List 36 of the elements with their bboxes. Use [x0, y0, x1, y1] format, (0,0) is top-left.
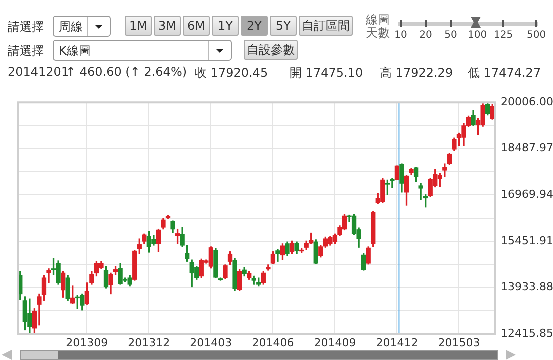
- x-tick-label: 201412: [376, 336, 418, 350]
- text: 125: [494, 30, 514, 41]
- y-tick-label: 18487.97: [501, 142, 553, 155]
- text: 開 17475.10: [290, 65, 364, 82]
- text: 請選擇: [8, 19, 44, 36]
- dropdown: 周線: [53, 16, 111, 37]
- button: 1Y: [212, 16, 239, 36]
- text: 20: [418, 30, 434, 41]
- y-tick-label: 16969.94: [501, 188, 553, 202]
- text: 收 17920.45: [195, 65, 268, 82]
- text: 線圖天數: [366, 13, 391, 40]
- y-tick-label: 13933.88: [501, 280, 553, 294]
- text: 低 17474.27: [468, 65, 542, 82]
- button: 自訂區間: [299, 16, 353, 36]
- dropdown: K線圖: [53, 40, 232, 61]
- y-tick-label: 15451.91: [501, 234, 553, 248]
- x-tick-label: 201409: [314, 336, 356, 350]
- y-tick-label: 12415.85: [501, 326, 553, 340]
- text: 請選擇: [8, 43, 44, 60]
- button: 自設參數: [244, 40, 298, 60]
- button: 3M: [154, 16, 181, 36]
- x-tick-label: 201503: [438, 336, 480, 350]
- button: 2Y: [241, 16, 268, 36]
- text: 100: [468, 30, 488, 41]
- x-tick-label: 201406: [252, 336, 294, 350]
- x-tick-label: 201312: [128, 336, 170, 350]
- text: 50: [444, 30, 458, 41]
- button: 5Y: [270, 16, 297, 36]
- x-tick-label: 201309: [66, 336, 108, 350]
- x-tick-label: 201403: [190, 336, 232, 350]
- button: 1M: [125, 16, 152, 36]
- text: 高 17922.29: [380, 65, 454, 82]
- button: 6M: [183, 16, 210, 36]
- text: 10: [394, 30, 408, 41]
- text: 500: [527, 30, 546, 41]
- y-tick-label: 20006.00: [501, 95, 553, 108]
